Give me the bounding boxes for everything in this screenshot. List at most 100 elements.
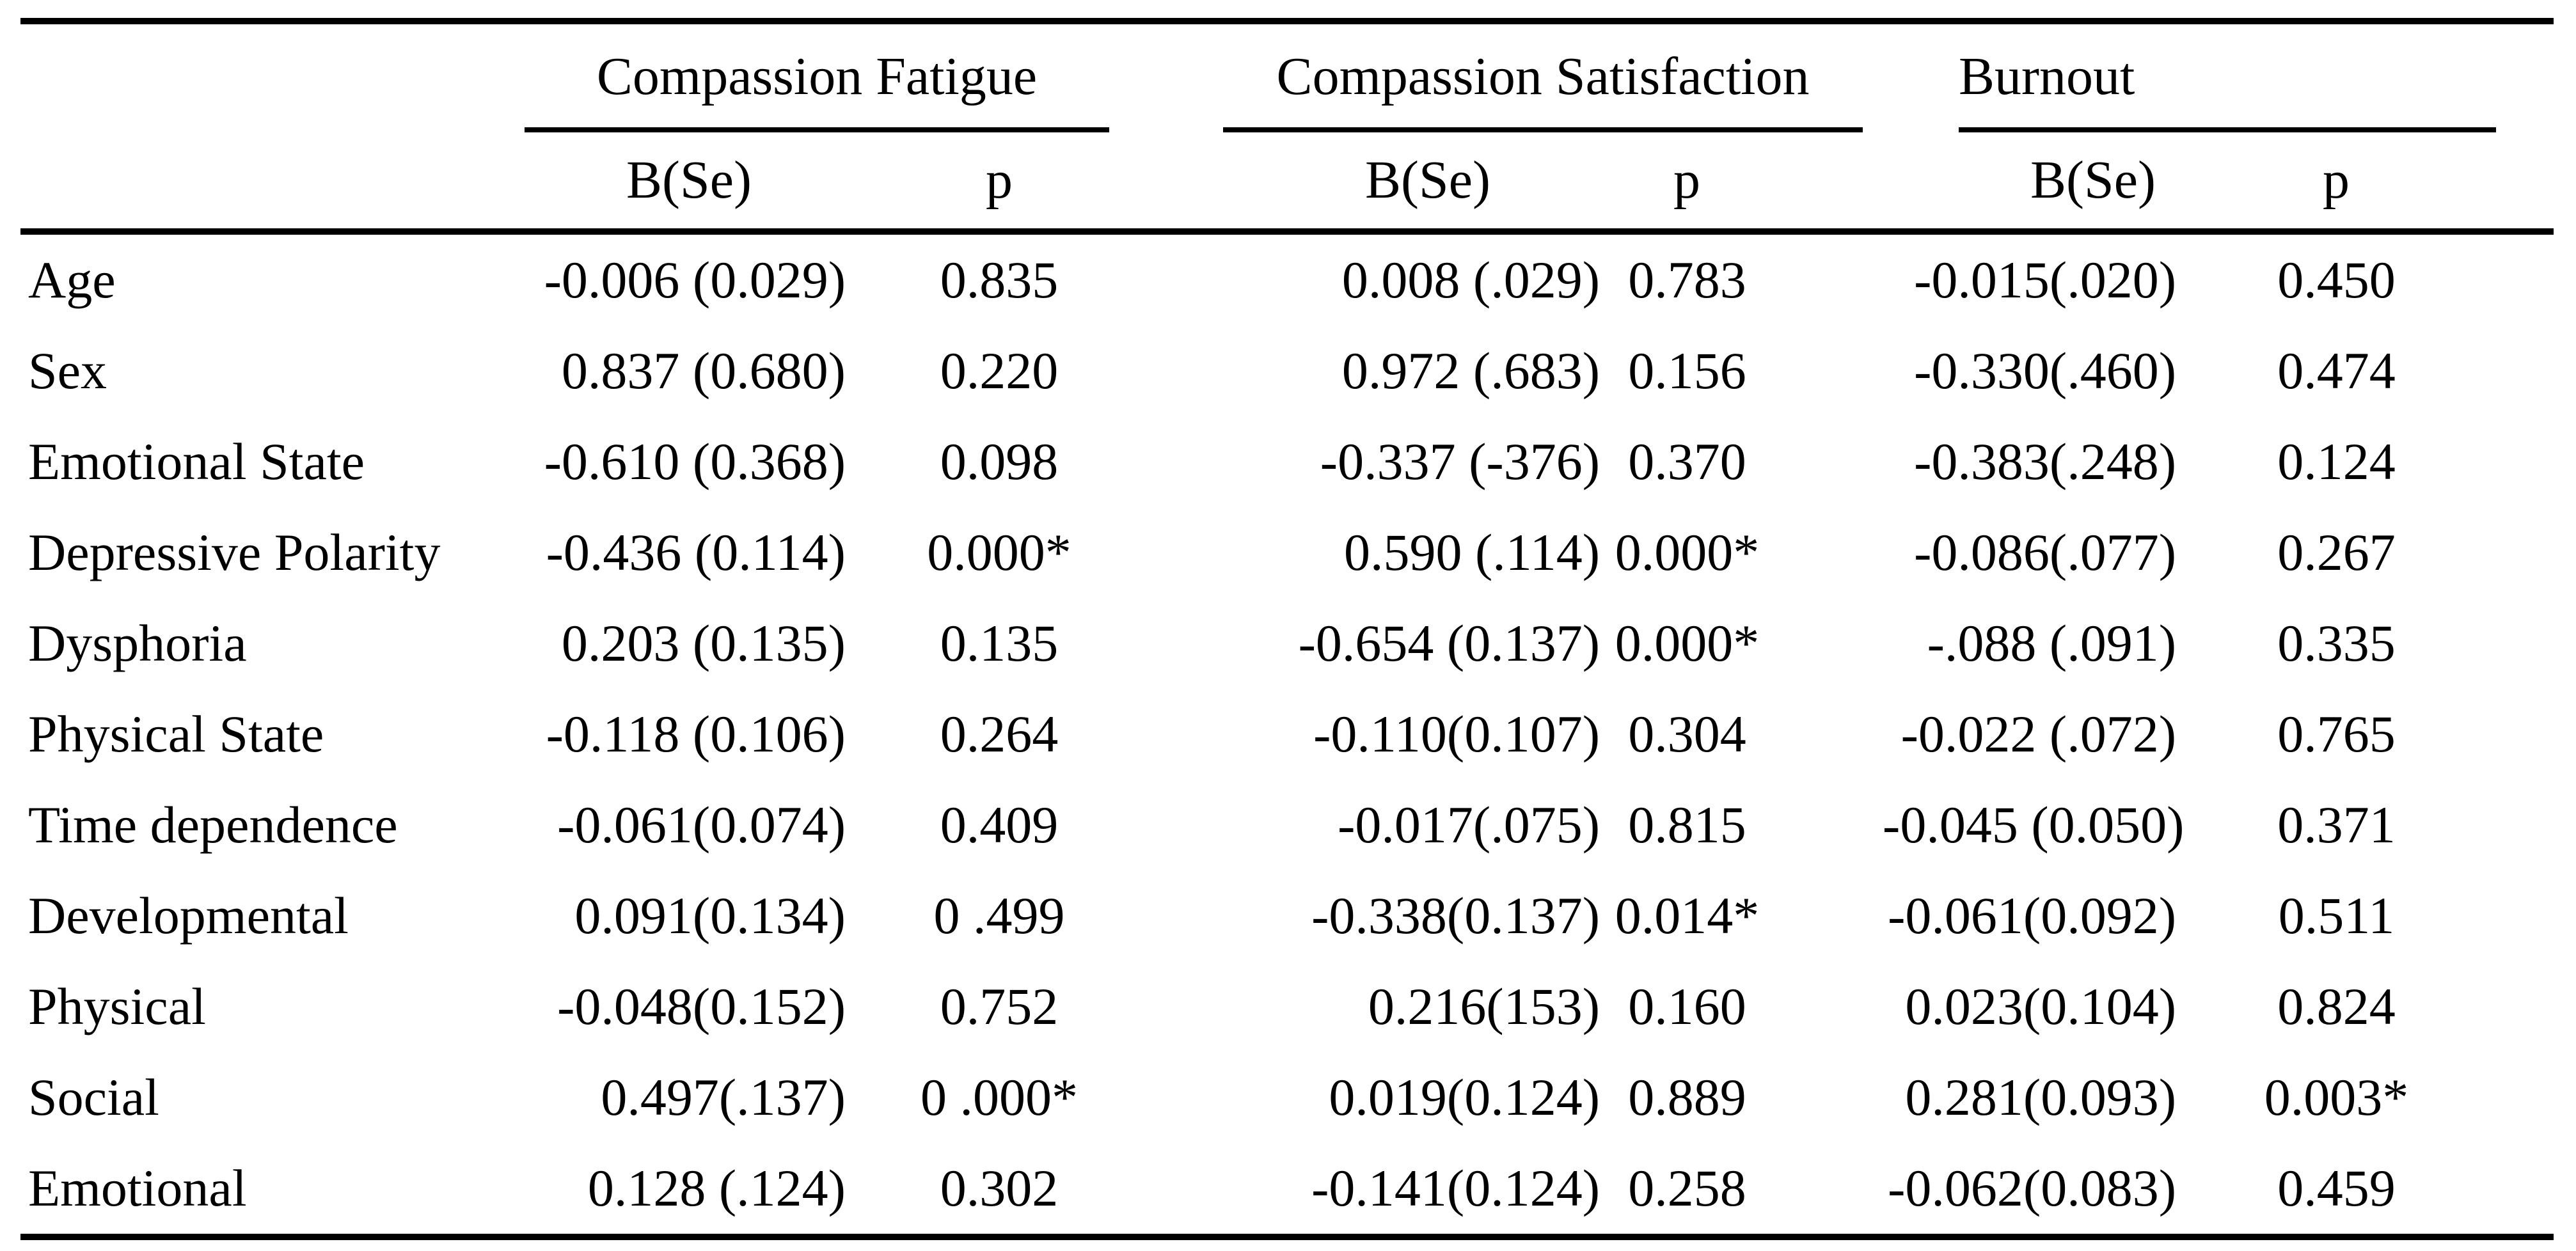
cell-cf-bse: -0.610 (0.368) <box>544 432 846 491</box>
table-row: Depressive Polarity -0.436 (0.114) 0.000… <box>20 507 2554 598</box>
cell-bo-p-value: 0.511 <box>2278 886 2395 945</box>
row-label: Depressive Polarity <box>28 523 441 581</box>
subheader-cs-bse: B(Se) <box>1127 132 1601 235</box>
cell-bo-p-value: 0.371 <box>2277 795 2396 854</box>
cell-bo-bse: -0.330(.460) <box>1914 341 2177 400</box>
subheader-cf-p: p <box>871 132 1128 235</box>
cell-cf-bse: -0.006 (0.029) <box>544 250 846 309</box>
group-title-compassion-satisfaction: Compassion Satisfaction <box>1223 46 1863 132</box>
table-row: Emotional 0.128 (.124) 0.302 -0.141(0.12… <box>20 1143 2554 1237</box>
cell-cf-p-value: 0.302 <box>940 1158 1059 1217</box>
cell-bo-bse: -0.383(.248) <box>1914 432 2177 491</box>
cell-cf-p-value: 0.220 <box>940 341 1059 400</box>
cell-cs-p-value: 0.160 <box>1628 977 1746 1035</box>
table-row: Dysphoria 0.203 (0.135) 0.135 -0.654 (0.… <box>20 598 2554 689</box>
row-label: Emotional <box>28 1158 247 1217</box>
cell-bo-bse: -0.045 (0.050) <box>1883 795 2185 854</box>
cell-cs-bse: 0.008 (.029) <box>1341 250 1600 309</box>
cell-bo-p-value: 0.335 <box>2277 613 2396 672</box>
table-row: Social 0.497(.137) 0 .000* 0.019(0.124) … <box>20 1052 2554 1143</box>
row-label: Age <box>28 250 116 309</box>
row-label: Emotional State <box>28 432 365 491</box>
cell-cf-bse: 0.837 (0.680) <box>561 341 846 400</box>
group-title-compassion-fatigue: Compassion Fatigue <box>525 46 1110 132</box>
cell-cs-bse: -0.338(0.137) <box>1311 886 1600 945</box>
table-row: Physical State -0.118 (0.106) 0.264 -0.1… <box>20 689 2554 780</box>
cell-cs-p-value: 0.014* <box>1615 886 1760 945</box>
cell-bo-bse: -0.022 (.072) <box>1900 704 2177 763</box>
subheader-bo-p: p <box>2215 132 2554 235</box>
cell-cf-p-value: 0 .000* <box>921 1067 1078 1126</box>
group-header-row: Compassion Fatigue Compassion Satisfacti… <box>20 21 2554 132</box>
subheader-empty-cell <box>20 132 507 235</box>
table-body: Age -0.006 (0.029) 0.835 0.008 (.029) 0.… <box>20 232 2554 1237</box>
table-row: Developmental 0.091(0.134) 0 .499 -0.338… <box>20 870 2554 961</box>
subheader-bo-bse: B(Se) <box>1882 132 2215 235</box>
cell-bo-bse: -0.086(.077) <box>1914 523 2177 581</box>
subheader-cs-p: p <box>1600 132 1883 235</box>
cell-bo-p-value: 0.124 <box>2277 432 2396 491</box>
cell-cs-p-value: 0.889 <box>1628 1067 1746 1126</box>
corner-empty-cell <box>20 21 507 132</box>
cell-cs-bse: 0.019(0.124) <box>1329 1067 1600 1126</box>
cell-cf-bse: -0.061(0.074) <box>557 795 846 854</box>
cell-cf-bse: -0.118 (0.106) <box>546 704 846 763</box>
cell-cs-p-value: 0.000* <box>1615 613 1760 672</box>
cell-cs-bse: 0.972 (.683) <box>1341 341 1600 400</box>
cell-bo-bse: -0.062(0.083) <box>1888 1158 2177 1217</box>
cell-bo-bse: 0.281(0.093) <box>1905 1067 2177 1126</box>
cell-cs-bse: -0.017(.075) <box>1338 795 1600 854</box>
cell-bo-bse: -0.061(0.092) <box>1888 886 2177 945</box>
table-row: Emotional State -0.610 (0.368) 0.098 -0.… <box>20 416 2554 507</box>
cell-cf-p-value: 0.098 <box>940 432 1059 491</box>
cell-cs-p-value: 0.783 <box>1628 250 1746 309</box>
table-row: Time dependence -0.061(0.074) 0.409 -0.0… <box>20 780 2554 870</box>
cell-cs-p-value: 0.156 <box>1628 341 1746 400</box>
cell-cf-p-value: 0.835 <box>940 250 1059 309</box>
row-label: Sex <box>28 341 107 400</box>
table-row: Age -0.006 (0.029) 0.835 0.008 (.029) 0.… <box>20 232 2554 326</box>
row-label: Physical State <box>28 704 324 763</box>
cell-bo-bse: 0.023(0.104) <box>1905 977 2177 1035</box>
cell-cs-bse: -0.337 (-376) <box>1320 432 1600 491</box>
cell-cs-p-value: 0.304 <box>1628 704 1746 763</box>
cell-cf-p-value: 0.264 <box>940 704 1059 763</box>
cell-cf-bse: 0.203 (0.135) <box>561 613 846 672</box>
cell-cs-bse: -0.141(0.124) <box>1311 1158 1600 1217</box>
group-header-compassion-fatigue: Compassion Fatigue <box>507 21 1127 132</box>
row-label: Developmental <box>28 886 349 945</box>
cell-cf-p-value: 0.000* <box>927 523 1071 581</box>
row-label: Social <box>28 1067 159 1126</box>
cell-cs-bse: 0.590 (.114) <box>1343 523 1600 581</box>
cell-cs-bse: 0.216(153) <box>1368 977 1600 1035</box>
cell-cf-p-value: 0 .499 <box>933 886 1065 945</box>
cell-bo-p-value: 0.474 <box>2277 341 2396 400</box>
cell-cf-bse: 0.497(.137) <box>601 1067 846 1126</box>
row-label: Dysphoria <box>28 613 247 672</box>
cell-cf-p-value: 0.409 <box>940 795 1059 854</box>
cell-bo-p-value: 0.003* <box>2264 1067 2409 1126</box>
cell-cs-bse: -0.110(0.107) <box>1313 704 1600 763</box>
cell-cs-p-value: 0.815 <box>1628 795 1746 854</box>
subheader-cf-bse: B(Se) <box>507 132 871 235</box>
table-row: Sex 0.837 (0.680) 0.220 0.972 (.683) 0.1… <box>20 326 2554 416</box>
group-title-burnout: Burnout <box>1959 46 2497 132</box>
table-header: Compassion Fatigue Compassion Satisfacti… <box>20 21 2554 235</box>
cell-cf-p-value: 0.135 <box>940 613 1059 672</box>
table-row: Physical -0.048(0.152) 0.752 0.216(153) … <box>20 961 2554 1052</box>
cell-cf-bse: -0.436 (0.114) <box>546 523 846 581</box>
cell-bo-p-value: 0.450 <box>2277 250 2396 309</box>
row-label: Physical <box>28 977 206 1035</box>
cell-bo-p-value: 0.267 <box>2277 523 2396 581</box>
cell-cf-bse: 0.091(0.134) <box>574 886 846 945</box>
paper-table-page: Compassion Fatigue Compassion Satisfacti… <box>0 18 2576 1251</box>
cell-bo-bse: -.088 (.091) <box>1927 613 2177 672</box>
cell-cf-p-value: 0.752 <box>940 977 1059 1035</box>
cell-cs-p-value: 0.370 <box>1628 432 1746 491</box>
cell-cs-bse: -0.654 (0.137) <box>1298 613 1600 672</box>
row-label: Time dependence <box>28 795 398 854</box>
subheader-row: B(Se) p B(Se) p B(Se) p <box>20 132 2554 235</box>
cell-cs-p-value: 0.000* <box>1615 523 1760 581</box>
cell-bo-p-value: 0.824 <box>2277 977 2396 1035</box>
cell-cf-bse: 0.128 (.124) <box>587 1158 846 1217</box>
